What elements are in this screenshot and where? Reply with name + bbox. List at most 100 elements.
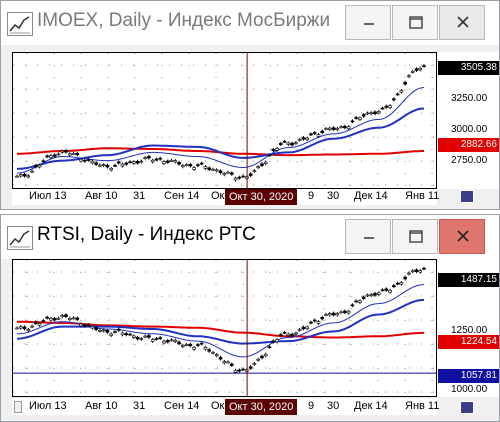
candle-body xyxy=(64,149,68,153)
candle-body xyxy=(271,340,276,343)
rtsi-chart-window[interactable]: RTSI, Daily - Индекс РТС 1487.15 1250.00… xyxy=(0,214,500,422)
candle-body xyxy=(312,132,317,134)
imoex-time-axis[interactable]: Июл 13 Авг 10 31 Сен 14 Ок Окт 30, 2020 … xyxy=(12,189,439,205)
candle-body xyxy=(418,270,423,273)
candle-body xyxy=(410,270,415,273)
chart-properties-button[interactable] xyxy=(460,401,474,414)
candle-body xyxy=(41,320,46,322)
candle-body xyxy=(192,167,196,170)
candle-body xyxy=(124,333,129,336)
candle-body xyxy=(116,328,121,331)
candle-body xyxy=(79,323,83,327)
candle-body xyxy=(71,152,76,155)
rtsi-title-bar[interactable]: RTSI, Daily - Индекс РТС xyxy=(1,215,499,259)
candle-body xyxy=(399,282,404,285)
candle-body xyxy=(380,107,385,110)
price-tick: 1250.00 xyxy=(451,325,488,336)
fast-ma-line xyxy=(16,107,425,170)
candle-body xyxy=(165,340,170,343)
candle-body xyxy=(422,65,426,67)
candle-body xyxy=(388,105,392,108)
candle-body xyxy=(320,130,325,133)
candle-body xyxy=(150,159,155,163)
candle-body xyxy=(418,67,423,71)
price-tick: 3250.00 xyxy=(451,93,488,104)
candle-body xyxy=(248,366,253,369)
scroll-left-handle[interactable] xyxy=(14,401,22,413)
candle-body xyxy=(230,363,234,366)
candle-body xyxy=(169,159,174,162)
candle-body xyxy=(109,168,114,171)
candle-body xyxy=(252,363,257,365)
close-button[interactable] xyxy=(439,219,485,254)
candle-body xyxy=(207,167,211,170)
rtsi-plot[interactable] xyxy=(13,260,436,396)
time-label: 31 xyxy=(133,190,146,202)
price-tick: 2750.00 xyxy=(451,155,488,166)
rtsi-time-axis[interactable]: Июл 13 Авг 10 31 Сен 14 Ок Окт 30, 2020 … xyxy=(12,399,439,415)
imoex-price-scale[interactable]: 3505.38 3250.00 3000.00 2882.66 2750.00 xyxy=(437,52,499,189)
candle-body xyxy=(263,161,268,164)
time-label: 30 xyxy=(327,400,340,412)
rtsi-price-scale[interactable]: 1487.15 1250.00 1224.54 1057.81 1000.00 xyxy=(437,259,499,397)
candle-body xyxy=(211,168,215,171)
candle-body xyxy=(233,370,238,373)
candle-body xyxy=(188,164,193,167)
time-label: Ок xyxy=(211,400,225,412)
candle-body xyxy=(414,68,419,71)
candle-body xyxy=(64,314,68,317)
candle-body xyxy=(41,160,46,163)
time-label: Сен 14 xyxy=(164,400,200,412)
maximize-button[interactable] xyxy=(392,5,438,40)
minimize-button[interactable] xyxy=(345,5,391,40)
candle-body xyxy=(343,310,347,313)
imoex-title-bar[interactable]: IMOEX, Daily - Индекс МосБиржи xyxy=(1,1,499,45)
candle-body xyxy=(101,164,106,167)
candle-body xyxy=(395,93,400,96)
candle-body xyxy=(222,361,227,364)
candle-body xyxy=(214,354,219,356)
candle-body xyxy=(105,330,110,333)
candle-body xyxy=(113,331,117,333)
candle-body xyxy=(233,177,238,181)
minimize-button[interactable] xyxy=(345,219,391,254)
imoex-chart-window[interactable]: IMOEX, Daily - Индекс МосБиржи 3505.38 3… xyxy=(0,0,500,210)
rtsi-window-title: RTSI, Daily - Индекс РТС xyxy=(37,224,256,245)
candle-body xyxy=(331,127,336,130)
candle-body xyxy=(320,317,325,320)
candle-body xyxy=(286,142,291,145)
candle-body xyxy=(128,333,132,336)
candle-body xyxy=(15,175,19,178)
slow-ma-price-tag: 1224.54 xyxy=(438,335,499,349)
candle-body xyxy=(60,150,65,153)
candle-body xyxy=(410,71,415,73)
chart-properties-button[interactable] xyxy=(460,190,474,203)
candle-body xyxy=(312,319,317,322)
rtsi-price-chart[interactable] xyxy=(12,259,437,397)
candle-body xyxy=(199,342,204,345)
candle-body xyxy=(184,164,189,167)
candle-body xyxy=(218,356,223,360)
candle-body xyxy=(230,172,234,175)
candle-body xyxy=(120,332,125,336)
close-icon xyxy=(457,230,469,242)
candle-body xyxy=(343,125,347,129)
time-label: Дек 14 xyxy=(354,400,388,412)
candle-body xyxy=(128,161,132,164)
candle-body xyxy=(290,142,294,146)
maximize-button[interactable] xyxy=(392,219,438,254)
close-button[interactable] xyxy=(439,5,485,40)
candle-body xyxy=(373,293,377,296)
candle-body xyxy=(192,347,196,350)
candle-body xyxy=(339,311,343,314)
candle-body xyxy=(199,162,204,165)
candle-body xyxy=(263,353,268,357)
imoex-plot[interactable] xyxy=(13,53,436,188)
candle-body xyxy=(196,344,200,346)
candle-body xyxy=(248,173,253,176)
candle-body xyxy=(18,326,23,329)
candle-body xyxy=(162,161,166,164)
candle-body xyxy=(30,170,34,173)
imoex-price-chart[interactable] xyxy=(12,52,437,189)
candle-body xyxy=(237,369,242,372)
